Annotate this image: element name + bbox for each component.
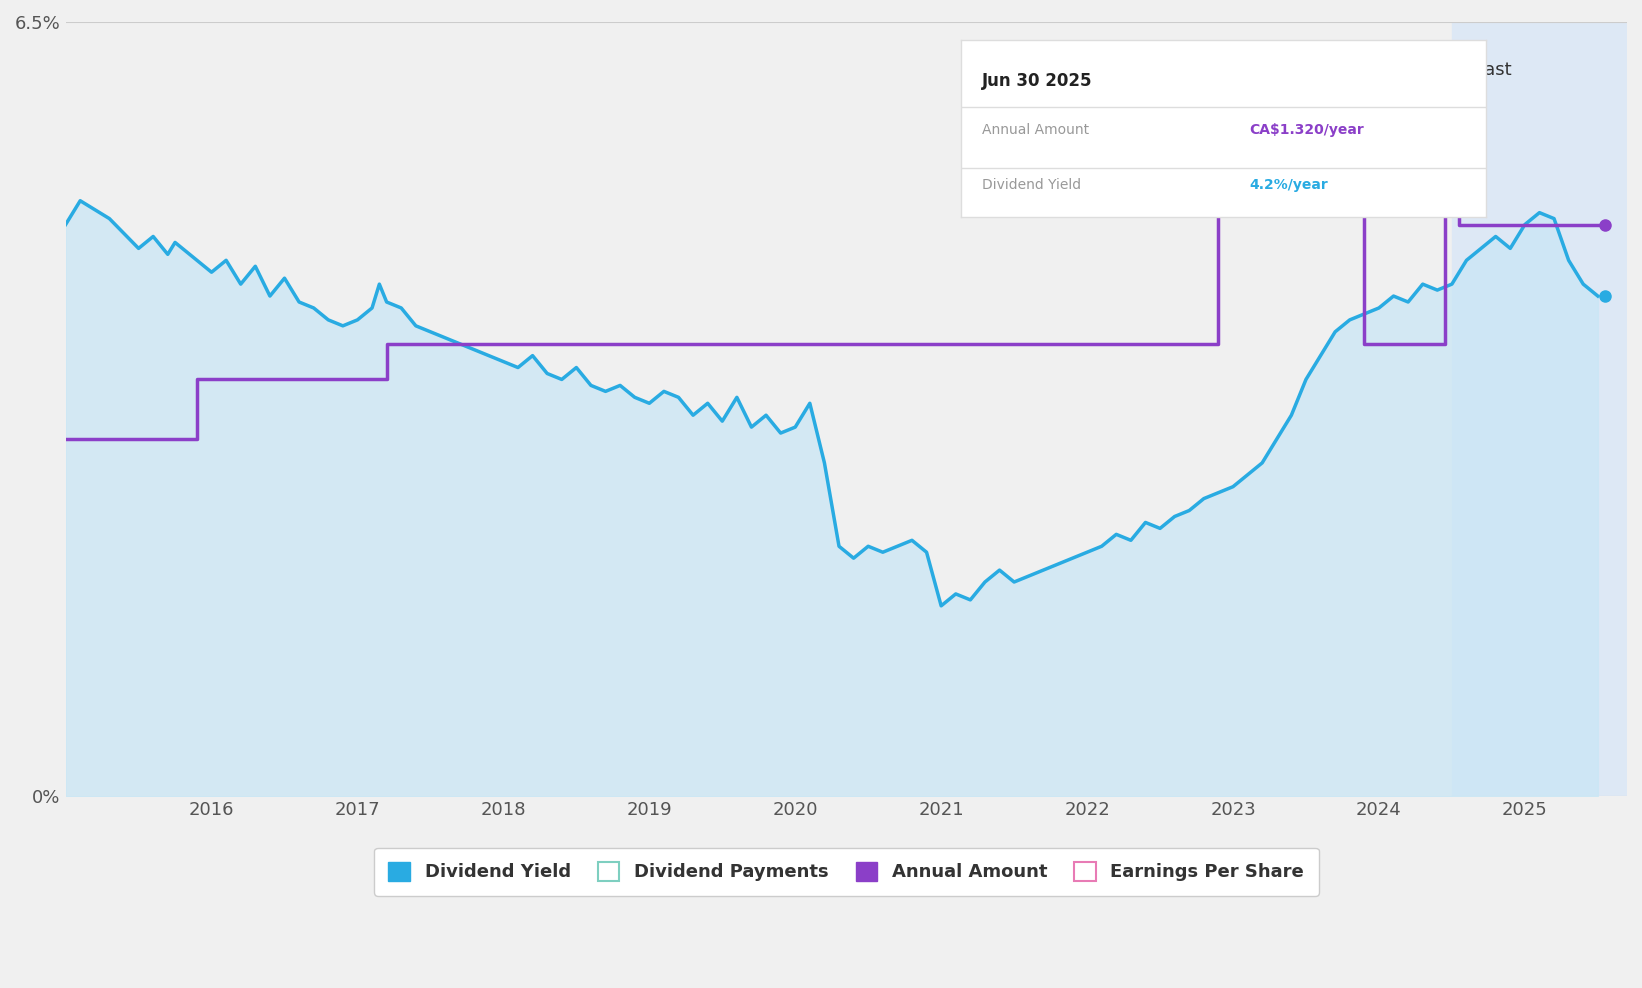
Text: 4.2%/year: 4.2%/year: [1250, 178, 1328, 193]
Text: CA$1.320/year: CA$1.320/year: [1250, 124, 1365, 137]
Text: Jun 30 2025: Jun 30 2025: [982, 71, 1092, 90]
Legend: Dividend Yield, Dividend Payments, Annual Amount, Earnings Per Share: Dividend Yield, Dividend Payments, Annua…: [374, 848, 1319, 896]
Text: Past: Past: [1475, 60, 1511, 79]
Text: Dividend Yield: Dividend Yield: [982, 178, 1080, 193]
Text: Annual Amount: Annual Amount: [982, 124, 1089, 137]
Bar: [1452, 22, 1627, 796]
